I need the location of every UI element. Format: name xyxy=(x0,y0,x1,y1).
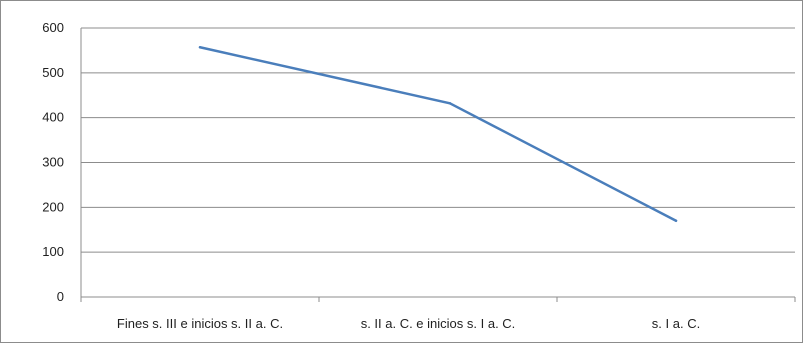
series-line-segment-0 xyxy=(198,46,452,105)
data-point-0 xyxy=(198,46,202,49)
y-tick-label-100: 100 xyxy=(42,244,64,259)
y-tick-label-0: 0 xyxy=(57,289,64,304)
y-tick-label-600: 600 xyxy=(42,20,64,35)
x-tick-label-2: s. I a. C. xyxy=(652,316,700,331)
y-tick-label-400: 400 xyxy=(42,110,64,125)
y-tick-label-300: 300 xyxy=(42,155,64,170)
y-tick-label-200: 200 xyxy=(42,199,64,214)
data-point-2 xyxy=(674,219,678,222)
series-line-segment-1 xyxy=(448,102,678,223)
data-point-1 xyxy=(448,102,452,105)
x-tick-label-1: s. II a. C. e inicios s. I a. C. xyxy=(361,316,516,331)
x-axis-tick-labels: Fines s. III e inicios s. II a. C. s. II … xyxy=(117,316,700,331)
gridlines xyxy=(81,27,795,253)
y-axis-tick-labels: 0 100 200 300 400 500 600 xyxy=(42,20,64,304)
y-tick-label-500: 500 xyxy=(42,65,64,80)
series-line-group xyxy=(198,46,678,223)
axes xyxy=(80,28,796,302)
x-tick-label-0: Fines s. III e inicios s. II a. C. xyxy=(117,316,283,331)
